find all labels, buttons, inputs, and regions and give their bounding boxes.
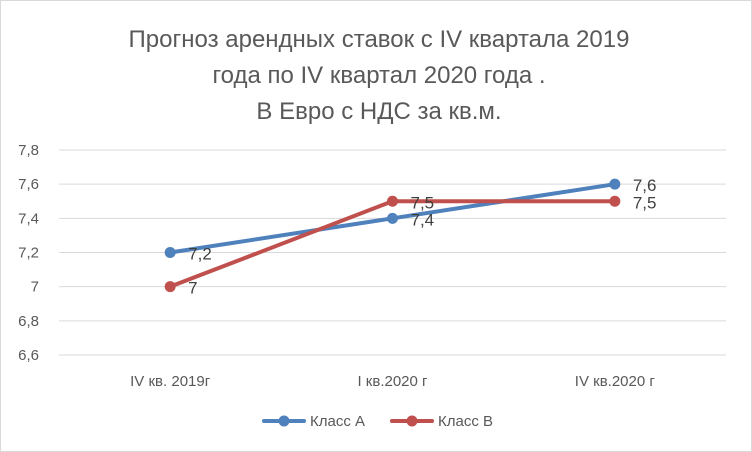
x-tick-label: IV кв. 2019г xyxy=(130,373,211,390)
legend-label: Класс В xyxy=(438,413,493,430)
legend: Класс А Класс В xyxy=(262,413,493,430)
series-lines xyxy=(164,178,621,293)
data-label: 7,5 xyxy=(411,193,435,212)
gridlines xyxy=(59,149,726,356)
data-label: 7,5 xyxy=(633,193,657,212)
data-point xyxy=(164,281,176,293)
chart-title-line-2: года по IV квартал 2020 года . xyxy=(212,62,545,89)
data-point xyxy=(164,247,176,258)
y-tick-label: 7,2 xyxy=(18,245,39,262)
y-tick-label: 7,6 xyxy=(18,176,39,193)
data-label: 7 xyxy=(188,279,197,298)
chart-title-line-1: Прогноз арендных ставок с IV квартала 20… xyxy=(129,26,630,53)
data-label: 7,6 xyxy=(633,176,657,195)
chart-title-line-3: В Евро с НДС за кв.м. xyxy=(256,98,501,125)
data-point xyxy=(387,195,398,207)
y-axis-tick-labels: 6,6 6,8 7 7,2 7,4 7,6 7,8 xyxy=(18,142,39,364)
x-tick-label: I кв.2020 г xyxy=(357,373,428,390)
y-tick-label: 7 xyxy=(31,279,39,296)
data-point xyxy=(609,195,621,207)
x-tick-label: IV кв.2020 г xyxy=(575,373,656,390)
x-axis-tick-labels: IV кв. 2019г I кв.2020 г IV кв.2020 г xyxy=(130,373,655,390)
data-point xyxy=(609,178,621,190)
legend-marker-2 xyxy=(406,415,418,427)
data-label: 7,4 xyxy=(411,210,435,229)
y-tick-label: 6,6 xyxy=(18,347,39,364)
y-tick-label: 7,4 xyxy=(18,210,39,227)
data-labels: 7,2 7,4 7,6 7 7,5 7,5 xyxy=(188,176,656,297)
y-tick-label: 7,8 xyxy=(18,142,39,159)
y-tick-label: 6,8 xyxy=(18,313,39,330)
data-point xyxy=(387,212,398,224)
legend-marker-1 xyxy=(278,415,290,427)
data-label: 7,2 xyxy=(188,245,212,264)
legend-label: Класс А xyxy=(310,413,365,430)
chart-title: Прогноз арендных ставок с IV квартала 20… xyxy=(129,26,630,125)
